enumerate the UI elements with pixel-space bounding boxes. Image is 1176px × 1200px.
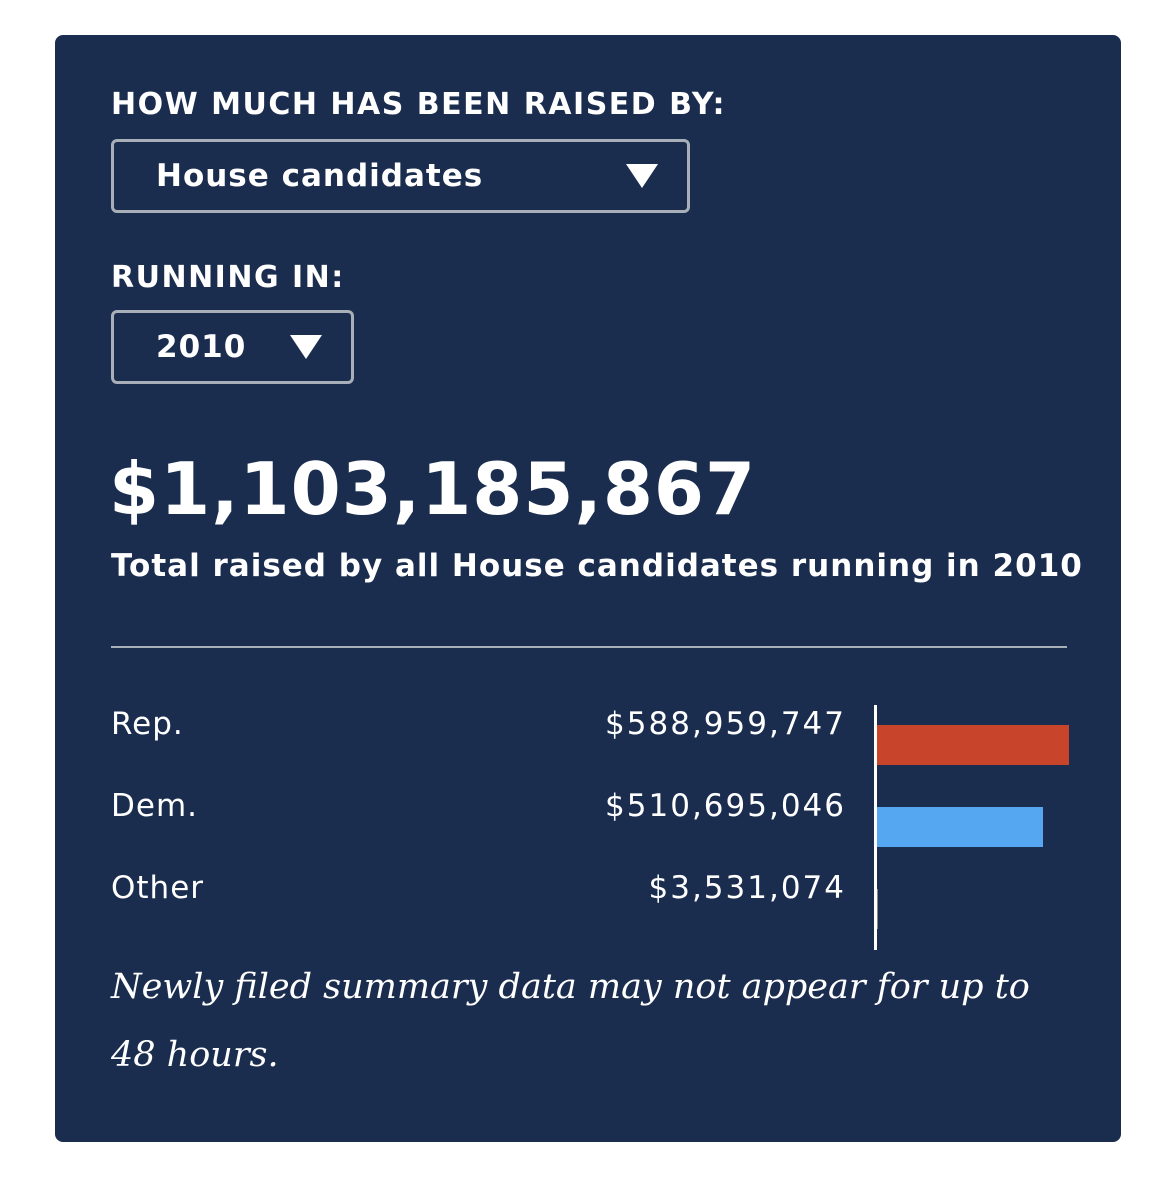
total-caption: Total raised by all House candidates run…	[111, 548, 1083, 584]
raised-by-selected-value: House candidates	[156, 158, 484, 194]
running-in-label: RUNNING IN:	[111, 260, 345, 295]
bar-rep	[877, 725, 1069, 765]
triangle-down-icon	[626, 164, 658, 188]
party-label-rep: Rep.	[111, 706, 184, 742]
raised-by-select[interactable]: House candidates	[111, 139, 690, 213]
party-label-dem: Dem.	[111, 788, 198, 824]
bar-dem	[877, 807, 1043, 847]
data-note: Newly filed summary data may not appear …	[111, 967, 1030, 1075]
total-amount: $1,103,185,867	[109, 447, 757, 531]
fundraising-widget: HOW MUCH HAS BEEN RAISED BY: House candi…	[55, 35, 1121, 1142]
party-amount-other: $3,531,074	[648, 870, 846, 906]
bar-other	[877, 889, 878, 929]
party-label-other: Other	[111, 870, 205, 906]
party-amount-rep: $588,959,747	[605, 706, 846, 742]
chart-axis-line	[874, 705, 877, 950]
raised-by-label: HOW MUCH HAS BEEN RAISED BY:	[111, 87, 726, 122]
triangle-down-icon	[290, 335, 322, 359]
running-in-select[interactable]: 2010	[111, 310, 354, 384]
divider	[111, 646, 1067, 648]
party-amount-dem: $510,695,046	[605, 788, 846, 824]
running-in-selected-value: 2010	[156, 329, 247, 365]
